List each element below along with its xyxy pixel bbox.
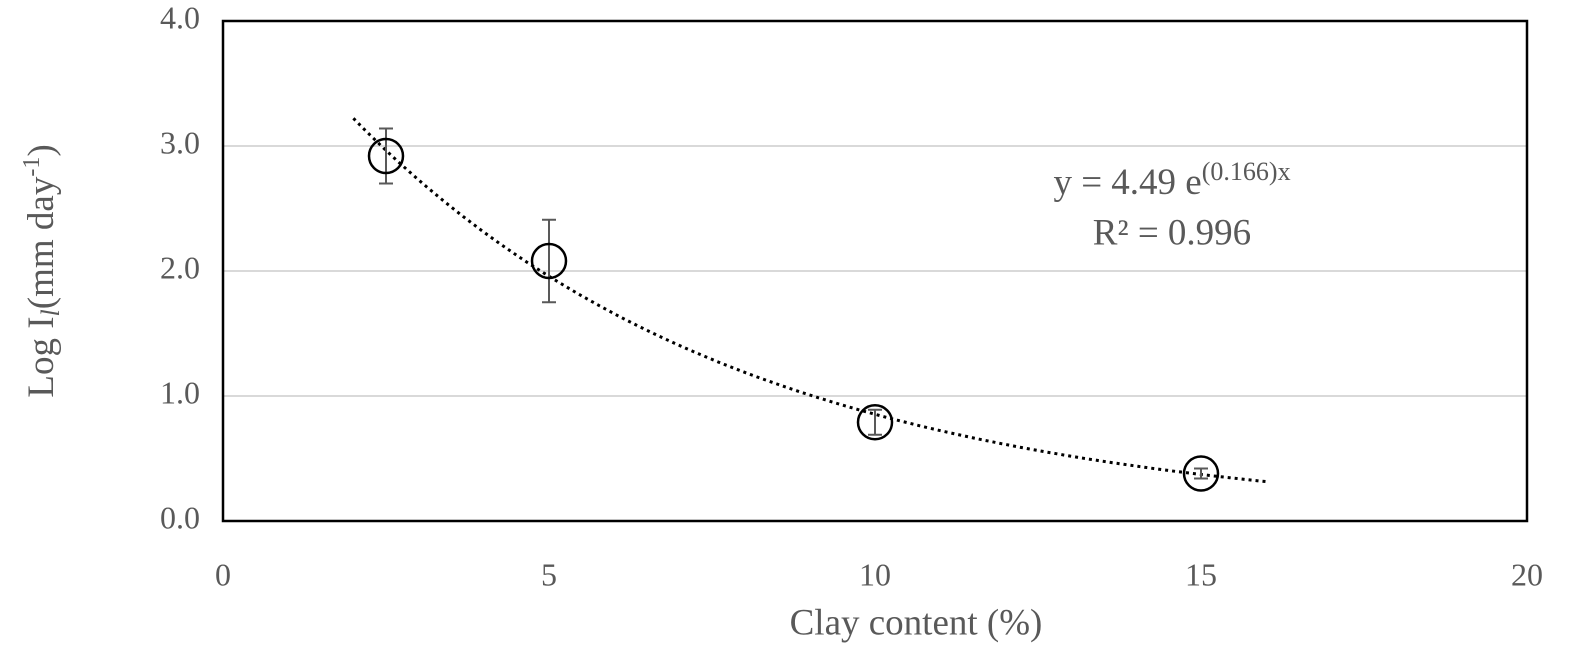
x-tick-label: 15 xyxy=(1185,556,1217,592)
y-axis-title-unit: (mm day xyxy=(21,176,62,309)
y-axis-title-main: Log I xyxy=(21,316,62,397)
data-point xyxy=(530,242,568,280)
y-axis-title: Log Il(mm day-1) xyxy=(19,144,65,397)
y-tick-label: 3.0 xyxy=(160,124,200,160)
x-tick-label: 20 xyxy=(1511,556,1543,592)
plot-frame xyxy=(221,19,1529,523)
x-tick-label: 0 xyxy=(215,556,231,592)
equation-base: y = 4.49 e xyxy=(1053,162,1201,203)
equation-tail: x xyxy=(1278,157,1291,186)
y-tick-label: 2.0 xyxy=(160,249,200,285)
r-squared: R² = 0.996 xyxy=(1093,212,1251,253)
x-tick-label: 10 xyxy=(859,556,891,592)
y-tick-label: 0.0 xyxy=(160,499,200,535)
data-point xyxy=(367,137,405,175)
y-axis-title-close: ) xyxy=(21,144,62,156)
data-point xyxy=(856,404,894,441)
y-axis-title-subscript: l xyxy=(36,309,65,316)
y-tick-label: 1.0 xyxy=(160,374,200,410)
y-axis-title-superscript: -1 xyxy=(19,157,45,177)
x-axis-title: Clay content (%) xyxy=(790,602,1043,643)
x-tick-label: 5 xyxy=(541,556,557,592)
trendline xyxy=(352,117,1267,484)
trend-equation: y = 4.49 e(0.166)x xyxy=(1053,157,1290,204)
equation-exponent: (0.166) xyxy=(1202,157,1278,186)
data-point xyxy=(1182,455,1220,492)
y-tick-label: 4.0 xyxy=(160,0,200,35)
